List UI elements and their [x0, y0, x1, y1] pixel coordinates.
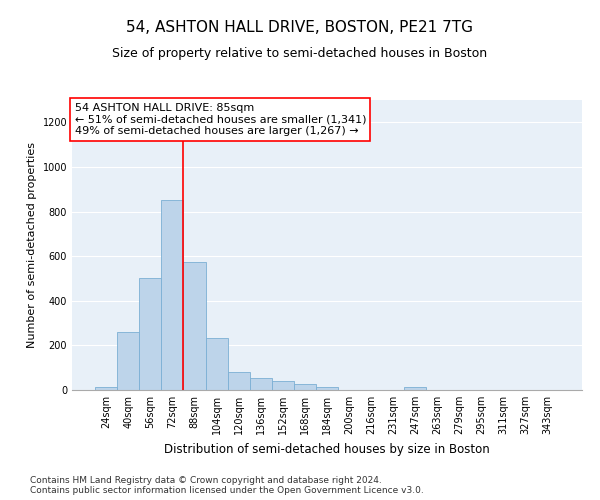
Bar	[184, 262, 206, 390]
Bar	[404, 386, 427, 390]
Y-axis label: Number of semi-detached properties: Number of semi-detached properties	[27, 142, 37, 348]
Bar	[316, 386, 338, 390]
Bar	[294, 384, 316, 390]
Bar	[206, 338, 227, 390]
Bar	[250, 378, 272, 390]
Text: 54, ASHTON HALL DRIVE, BOSTON, PE21 7TG: 54, ASHTON HALL DRIVE, BOSTON, PE21 7TG	[127, 20, 473, 35]
Text: Size of property relative to semi-detached houses in Boston: Size of property relative to semi-detach…	[112, 48, 488, 60]
X-axis label: Distribution of semi-detached houses by size in Boston: Distribution of semi-detached houses by …	[164, 442, 490, 456]
Bar	[161, 200, 184, 390]
Bar	[95, 386, 117, 390]
Bar	[227, 372, 250, 390]
Text: 54 ASHTON HALL DRIVE: 85sqm
← 51% of semi-detached houses are smaller (1,341)
49: 54 ASHTON HALL DRIVE: 85sqm ← 51% of sem…	[74, 103, 366, 136]
Bar	[272, 381, 294, 390]
Text: Contains HM Land Registry data © Crown copyright and database right 2024.
Contai: Contains HM Land Registry data © Crown c…	[30, 476, 424, 495]
Bar	[139, 278, 161, 390]
Bar	[117, 332, 139, 390]
